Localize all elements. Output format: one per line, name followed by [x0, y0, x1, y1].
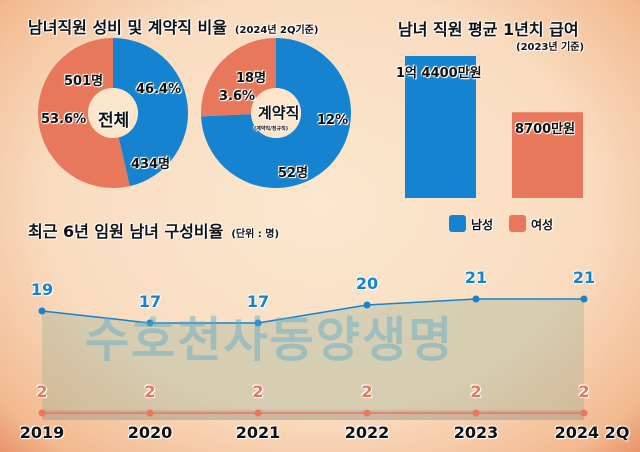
donut2-female-count: 18명 [236, 71, 267, 86]
data-label-female: 2 [144, 382, 156, 401]
donut1-male-pct: 46.4% [136, 82, 182, 97]
bar-female-label: 8700만원 [515, 122, 576, 137]
legend-female-label: 여성 [531, 218, 554, 232]
line-title: 최근 6년 임원 남녀 구성비율 [28, 222, 224, 241]
point-female [38, 409, 46, 417]
bar-male-label: 1억 4400만원 [396, 66, 482, 81]
donut2-hole [251, 88, 301, 138]
legend-female-swatch [509, 215, 526, 232]
x-tick-label: 2023 [453, 423, 499, 442]
x-tick-label: 2022 [344, 423, 390, 442]
donut1-female-pct: 53.6% [41, 112, 87, 127]
bar-male [405, 56, 476, 198]
point-female [146, 409, 154, 417]
point-male [580, 295, 588, 303]
data-label-male: 20 [355, 274, 379, 293]
data-label-male: 21 [572, 268, 596, 287]
bar-female [512, 112, 583, 198]
donut-subtitle: (2024년 2Q기준) [234, 25, 319, 36]
line-area-base [42, 410, 584, 420]
donut1-slice-female [38, 38, 130, 188]
x-tick-label: 2020 [127, 423, 173, 442]
donut1-hole [88, 88, 138, 138]
donut-heading: 남녀직원 성비 및 계약직 비율 (2024년 2Q기준) [28, 14, 318, 38]
donut1-male-count: 434명 [131, 157, 171, 172]
donut2-center-sublabel: (계약직/정규직) [254, 126, 288, 132]
data-label-male: 17 [138, 292, 162, 311]
line-subtitle: (단위 : 명) [231, 229, 280, 240]
donut2-slice-female [201, 38, 276, 117]
x-tick-label: 2024 2Q [554, 423, 630, 442]
point-female [580, 409, 588, 417]
data-label-female: 2 [361, 382, 373, 401]
bar-subtitle: (2023년 기준) [516, 42, 585, 53]
watermark: 수호천사동양생명 [85, 312, 455, 368]
point-male [472, 295, 480, 303]
data-label-female: 2 [36, 382, 48, 401]
data-label-male: 17 [246, 292, 270, 311]
donut-title: 남녀직원 성비 및 계약직 비율 [28, 18, 227, 37]
point-female [363, 409, 371, 417]
line-heading: 최근 6년 임원 남녀 구성비율 (단위 : 명) [28, 218, 279, 242]
donut2-female-pct: 3.6% [219, 89, 256, 104]
point-female [254, 409, 262, 417]
point-female [472, 409, 480, 417]
x-tick-label: 2019 [19, 423, 65, 442]
donut2-male-pct: 12% [317, 113, 349, 128]
x-tick-label: 2021 [235, 423, 281, 442]
donut1-female-count: 501명 [64, 74, 104, 89]
legend-male-label: 남성 [471, 218, 494, 232]
line-area-fill [42, 299, 584, 420]
line-male [41, 298, 584, 324]
donut2-slice-male [201, 38, 351, 188]
bar-title: 남녀 직원 평균 1년치 급여 [398, 20, 579, 39]
data-label-female: 2 [252, 382, 264, 401]
donut2-male-count: 52명 [278, 166, 309, 181]
donut1-center-label: 전체 [98, 111, 130, 131]
point-male [254, 319, 262, 327]
donut1-slice-male [113, 38, 189, 187]
data-label-female: 2 [470, 382, 482, 401]
point-male [363, 301, 371, 309]
data-label-male: 19 [30, 280, 54, 299]
legend-male-swatch [449, 215, 466, 232]
point-male [38, 307, 46, 315]
donut2-center-label: 계약직 [258, 104, 300, 122]
data-label-male: 21 [464, 268, 488, 287]
data-label-female: 2 [578, 382, 590, 401]
point-male [146, 319, 154, 327]
